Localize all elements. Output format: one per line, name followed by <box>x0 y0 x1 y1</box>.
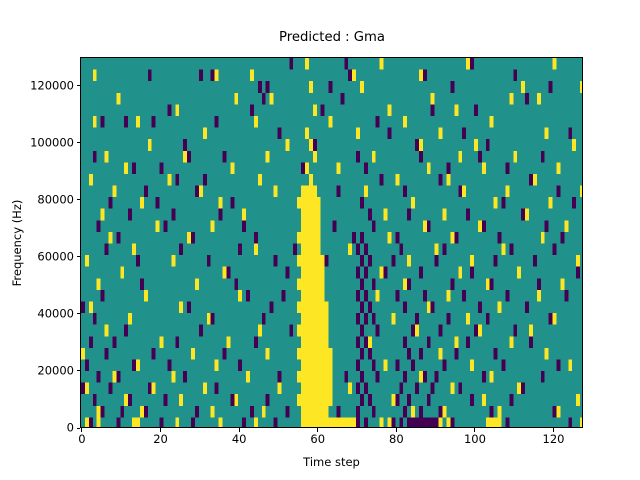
x-tick-mark <box>160 428 162 432</box>
x-tick-label: 60 <box>310 432 326 446</box>
x-tick-mark <box>81 428 83 432</box>
y-tick-mark <box>76 199 80 201</box>
y-tick-mark <box>76 313 80 315</box>
x-tick-label: 0 <box>78 432 86 446</box>
y-tick-label: 60000 <box>37 249 74 264</box>
y-tick-label: 20000 <box>37 363 74 378</box>
x-tick-mark <box>238 428 240 432</box>
y-tick-mark <box>76 370 80 372</box>
y-tick-label: 100000 <box>30 135 74 150</box>
x-tick-label: 20 <box>153 432 168 446</box>
y-tick-label: 0 <box>66 420 74 435</box>
x-tick-mark <box>317 428 319 432</box>
y-tick-mark <box>76 142 80 144</box>
page-title: Predicted : Gma <box>279 30 385 45</box>
heatmap-plot-area <box>80 57 583 428</box>
y-tick-label: 80000 <box>37 192 74 207</box>
y-tick-label: 40000 <box>37 306 74 321</box>
y-axis-label: Frequency (Hz) <box>10 199 24 286</box>
x-tick-mark <box>474 428 476 432</box>
x-tick-label: 40 <box>231 432 247 446</box>
heatmap-image <box>81 58 582 427</box>
x-tick-label: 120 <box>542 432 565 446</box>
x-axis-label: Time step <box>303 455 360 469</box>
y-tick-label: 120000 <box>30 78 74 93</box>
x-tick-label: 80 <box>389 432 404 446</box>
x-tick-label: 100 <box>463 432 486 446</box>
x-tick-mark <box>553 428 555 432</box>
y-tick-mark <box>76 256 80 258</box>
y-tick-mark <box>76 85 80 87</box>
x-tick-mark <box>395 428 397 432</box>
y-tick-mark <box>76 427 80 429</box>
